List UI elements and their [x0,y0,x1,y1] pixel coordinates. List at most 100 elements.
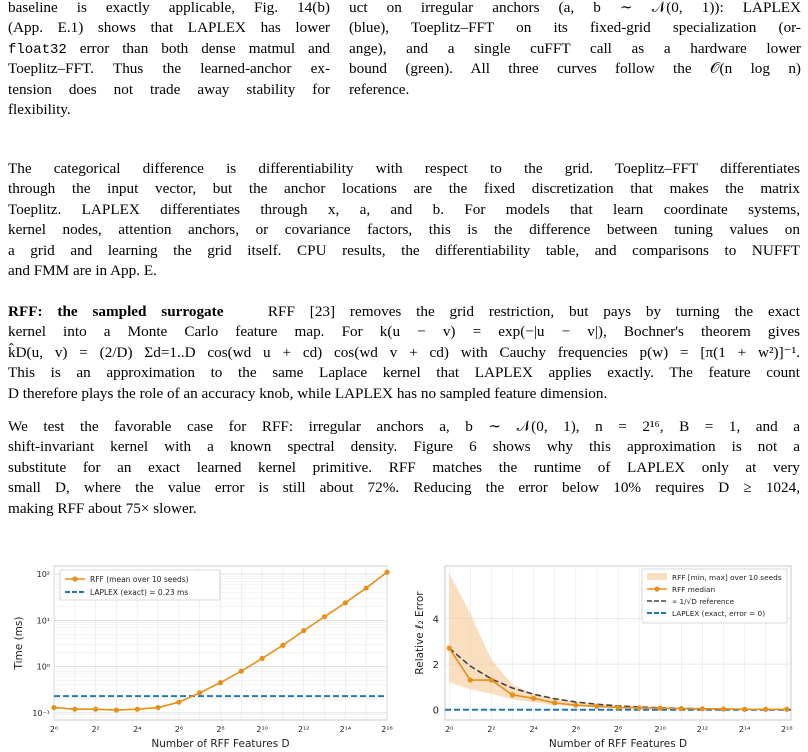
para2-line: This is an approximation to the same Lap… [8,364,800,382]
rff-runtime-point [51,704,57,711]
rff-median-point [531,695,537,701]
right-col-line: reference. [349,80,410,98]
left-column-text: baseline is exactly applicable, Fig. 14(… [8,0,330,120]
rff-runtime-point [301,628,307,634]
paragraph-differentiability: The categorical difference is differenti… [8,159,800,281]
paragraph-rff: RFF: the sampled surrogate RFF [23] remo… [8,302,800,404]
rff-runtime-point [93,706,99,712]
legend-rff-label: RFF (mean over 10 seeds) [90,575,189,584]
y-axis-label: Relative ℓ₂ Error [414,591,426,675]
para3-line: small D, where the value error is still … [8,479,800,497]
y-tick-label: 2 [433,660,439,671]
legend-median-label: RFF median [672,585,715,594]
rff-runtime-point [342,600,348,606]
error-chart: 0 2 4 2⁰ 2² 2⁴ 2⁶ 2⁸ 2¹⁰ 2¹² 2¹⁴ 2¹⁶ Number of RFF F… [414,565,793,750]
x-tick-label: 2⁸ [216,725,224,734]
rff-median-point [763,706,769,712]
runtime-chart: 10⁻¹ 10⁰ 10¹ 10² 2⁰ 2² 2⁴ 2⁶ 2⁸ 2¹⁰ 2¹² 2¹⁴ 2¹⁶ Numbe… [13,565,393,750]
x-tick-label: 2⁶ [572,725,580,734]
para3-line: shift-invariant kernel with a known spec… [8,438,800,456]
para3-line: substitute for an exact learned kernel p… [8,458,800,476]
x-tick-label: 2⁰ [50,725,58,734]
rff-runtime-point [113,707,120,713]
legend-band-swatch [647,573,667,580]
rff-median-point [720,706,727,712]
x-tick-label: 2¹⁶ [381,725,393,734]
para1-line: The categorical difference is differenti… [8,160,800,177]
x-tick-label: 2¹⁰ [256,725,268,734]
x-tick-label: 2⁴ [133,725,141,734]
para3-line: We test the favorable case for RFF: irre… [8,418,800,435]
right-col-line: (blue), Toeplitz–FFT on its fixed-grid s… [349,19,801,37]
rff-runtime-point [321,614,328,620]
section-heading-rff: RFF: the sampled surrogate [8,303,224,320]
x-axis-label: Number of RFF Features D [151,738,289,750]
x-tick-label: 2⁴ [529,725,537,734]
para1-line: Toeplitz. LAPLEX differentiates through … [8,200,800,218]
legend-laplex-label: LAPLEX (exact) = 0.23 ms [90,588,188,597]
y-tick-label: 10⁰ [37,663,50,672]
x-tick-label: 2¹⁴ [739,725,751,734]
code-float32: float32 [8,41,67,58]
x-tick-label: 2⁸ [614,725,622,734]
y-tick-label: 4 [433,614,439,625]
rff-runtime-point [72,706,78,712]
para1-line: a grid and learning the grid itself. CPU… [8,241,800,259]
para1-line: through the input vector, but the anchor… [8,180,800,198]
y-tick-label: 10⁻¹ [32,709,50,718]
x-tick-label: 2² [91,725,99,734]
left-col-line: flexibility. [8,100,71,118]
rff-median-point [488,677,495,683]
y-tick-label: 10¹ [37,616,50,625]
left-col-line: float32 error than both dense matmul and [8,39,330,59]
rff-runtime-point [197,690,203,696]
left-col-line: Toeplitz–FFT. Thus the learned-anchor ex… [8,60,330,78]
y-axis-label: Time (ms) [13,617,25,671]
legend-box [641,568,788,624]
legend-reference-label: ∝ 1/√D reference [672,597,735,606]
rff-runtime-point [363,585,369,591]
rff-runtime-point [259,655,265,662]
x-tick-label: 2¹² [697,725,709,734]
legend-box [59,569,221,601]
x-axis-label: Number of RFF Features D [549,738,687,750]
para2-line: kernel into a Monte Carlo feature map. F… [8,323,800,341]
para3-line: making RFF about 75× slower. [8,499,197,517]
left-col-line: (App. E.1) shows that LAPLEX has lower [8,19,330,37]
rff-runtime-point [134,706,140,712]
rff-runtime-point [384,569,390,575]
rff-runtime-point [217,680,224,686]
right-col-line: uct on irregular anchors (a, b ∼ 𝒩(0, 1)… [349,0,801,16]
rff-median-point [636,705,642,711]
left-col-line: tension does not trade away stability fo… [8,80,330,98]
rff-median-point [615,704,621,711]
rff-median-point [446,645,452,651]
rff-runtime-point [155,704,161,711]
right-column-text: uct on irregular anchors (a, b ∼ 𝒩(0, 1)… [349,0,801,100]
right-col-line: ange), and a single cuFFT call as a hard… [349,39,801,57]
rff-median-point [509,692,516,698]
rff-median-point [552,700,558,706]
rff-runtime-point [176,699,182,705]
legend-laplex-label: LAPLEX (exact, error = 0) [672,609,765,618]
rff-median-point [678,705,684,712]
para2-line: k̂D(u, v) = (2/D) Σd=1..D cos(wd u + cd)… [8,343,800,361]
para2-line: D therefore plays the role of an accurac… [8,384,608,402]
left-col-line3-rest: error than both dense matmul and [66,39,330,57]
rff-runtime-point [238,668,244,674]
left-col-line: baseline is exactly applicable, Fig. 14(… [8,0,330,16]
rff-median-point [467,677,473,683]
paragraph-favorable-case: We test the favorable case for RFF: irre… [8,417,800,519]
rff-median-point [657,705,663,711]
x-tick-label: 2⁰ [445,725,453,734]
y-tick-label: 0 [433,706,439,717]
rff-median-point [594,703,600,709]
para2-line1-rest: RFF [23] removes the grid restriction, b… [267,303,800,320]
para2-line: RFF: the sampled surrogate RFF [23] remo… [8,302,800,322]
y-tick-label: 10² [37,570,50,579]
rff-median-point [699,706,705,712]
legend-band-label: RFF [min, max] over 10 seeds [672,573,782,582]
x-tick-label: 2¹⁰ [654,725,666,734]
rff-median-point [784,706,790,712]
x-tick-label: 2⁶ [175,725,183,734]
